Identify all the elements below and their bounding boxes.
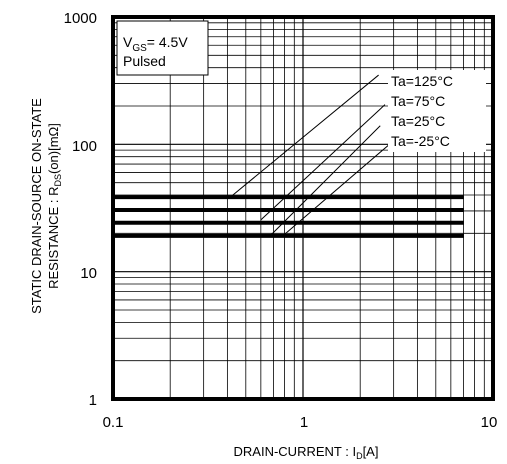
condition-vgs-value: = 4.5V — [147, 34, 189, 50]
legend-label-25: Ta=25°C — [391, 113, 445, 129]
leader-line-2 — [270, 125, 381, 236]
x-tick-1: 1 — [300, 414, 308, 431]
plot-frame — [111, 15, 495, 401]
x-tick-0.1: 0.1 — [103, 414, 124, 431]
y-axis-label-line2: RESISTANCE : RDS(on)[mΩ] — [46, 123, 63, 289]
y-tick-100: 100 — [72, 138, 97, 155]
condition-vgs-sub: GS — [132, 43, 147, 54]
y-axis-label: STATIC DRAIN-SOURCE ON-STATE RESISTANCE … — [29, 98, 63, 314]
x-axis-label-unit: [A] — [363, 444, 379, 459]
condition-box — [116, 20, 209, 76]
y-axis-label-line1: STATIC DRAIN-SOURCE ON-STATE — [29, 98, 44, 314]
x-axis-label-text: DRAIN-CURRENT : I — [234, 444, 357, 459]
y-axis-label-line2-sub: DS — [53, 174, 63, 187]
y-axis-label-line2-pre: RESISTANCE : R — [46, 187, 61, 289]
leader-line-1 — [260, 104, 386, 221]
condition-vgs: VGS= 4.5V — [123, 34, 188, 54]
y-axis-label-line2-post: (on)[mΩ] — [46, 123, 61, 174]
y-tick-1: 1 — [89, 392, 97, 409]
y-tick-10: 10 — [80, 265, 97, 282]
x-axis-label-sub: D — [356, 451, 363, 461]
series-lines — [113, 195, 464, 238]
legend-label-125: Ta=125°C — [391, 73, 453, 89]
legend-label-minus25: Ta=-25°C — [391, 133, 450, 149]
leader-line-0 — [229, 74, 379, 199]
x-axis-label: DRAIN-CURRENT : ID[A] — [234, 444, 379, 461]
y-tick-1000: 1000 — [64, 10, 97, 27]
x-tick-10: 10 — [481, 414, 498, 431]
condition-pulsed: Pulsed — [123, 53, 166, 69]
condition-vgs-v: V — [123, 34, 133, 50]
legend-label-75: Ta=75°C — [391, 93, 445, 109]
legend-bg — [388, 70, 486, 152]
legend: Ta=125°C Ta=75°C Ta=25°C Ta=-25°C — [388, 70, 486, 152]
